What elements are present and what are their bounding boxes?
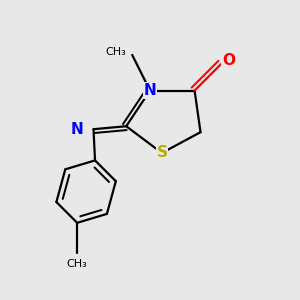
Text: N: N — [144, 83, 156, 98]
Text: N: N — [71, 122, 84, 137]
Text: O: O — [222, 53, 235, 68]
Text: CH₃: CH₃ — [67, 260, 88, 269]
Text: CH₃: CH₃ — [105, 47, 126, 57]
Text: S: S — [156, 146, 167, 160]
